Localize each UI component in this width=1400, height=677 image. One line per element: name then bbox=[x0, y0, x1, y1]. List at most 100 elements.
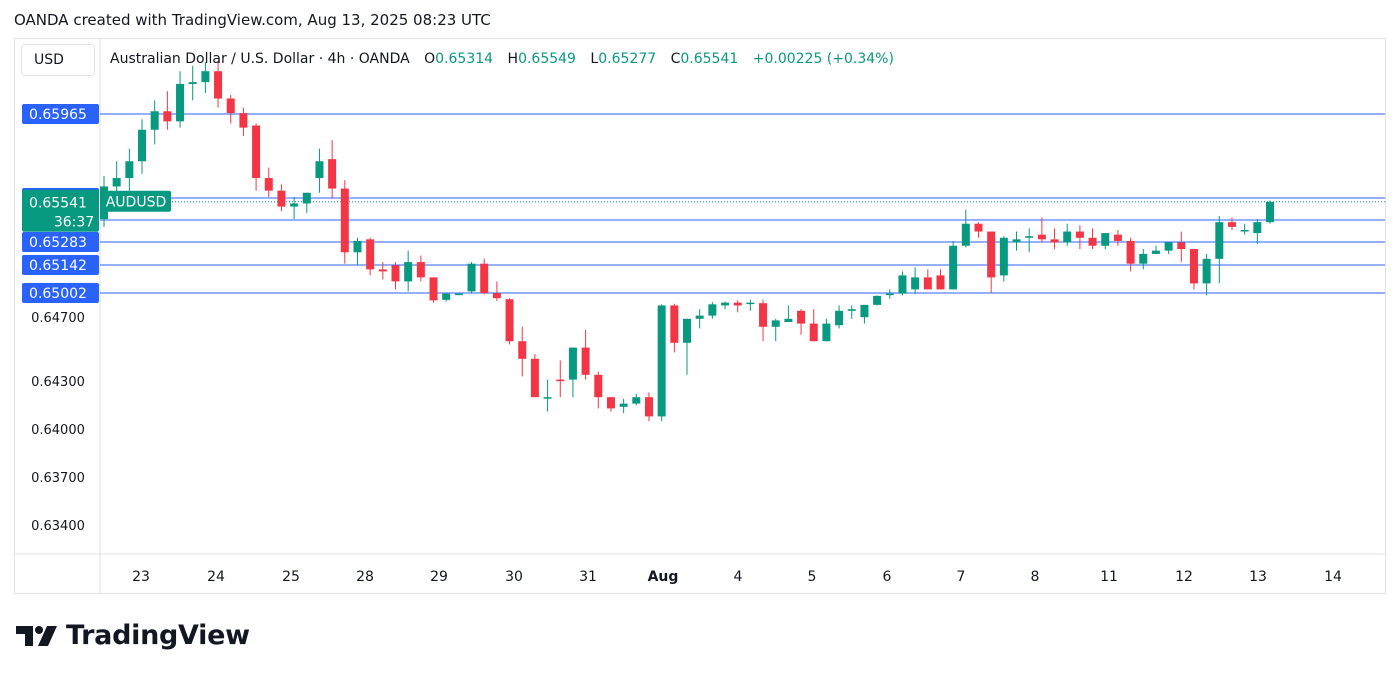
candle-body bbox=[1075, 231, 1084, 238]
candle-body bbox=[974, 223, 983, 232]
candle bbox=[809, 309, 818, 342]
level-badge bbox=[22, 104, 99, 124]
candle-body bbox=[315, 161, 324, 179]
candle bbox=[746, 299, 755, 311]
candle-body bbox=[885, 293, 894, 296]
level-badge-label: 0.65142 bbox=[29, 258, 87, 274]
candle bbox=[404, 250, 413, 292]
candle-body bbox=[784, 318, 793, 322]
price-tag-box bbox=[22, 189, 99, 232]
candle bbox=[695, 309, 704, 329]
candle bbox=[733, 300, 742, 313]
candle bbox=[657, 304, 666, 422]
candle-body bbox=[328, 159, 337, 189]
candle bbox=[961, 209, 970, 248]
legend-close-value: 0.65541 bbox=[680, 51, 739, 67]
candle-body bbox=[632, 397, 641, 404]
legend-high-label: H bbox=[507, 51, 519, 67]
candle-body bbox=[987, 231, 996, 278]
tradingview-logo[interactable]: TradingView bbox=[16, 620, 250, 651]
candle bbox=[290, 196, 299, 220]
candle bbox=[999, 236, 1008, 282]
candle-body bbox=[150, 111, 159, 130]
candle-body bbox=[163, 111, 172, 122]
candle-body bbox=[1177, 242, 1186, 250]
candle-body bbox=[429, 277, 438, 301]
candle bbox=[125, 148, 134, 191]
y-tick-label: 0.63700 bbox=[31, 471, 85, 486]
candle bbox=[530, 354, 539, 398]
candle bbox=[822, 318, 831, 342]
candle bbox=[340, 180, 349, 264]
currency-button[interactable]: USD bbox=[21, 44, 95, 76]
candle-body bbox=[404, 262, 413, 282]
candle-body bbox=[809, 323, 818, 342]
candle bbox=[1063, 223, 1072, 246]
level-badge bbox=[22, 283, 99, 303]
candle-body bbox=[277, 190, 286, 207]
candle-body bbox=[1063, 231, 1072, 243]
candle bbox=[239, 107, 248, 137]
candle bbox=[492, 281, 501, 301]
level-badge bbox=[22, 255, 99, 275]
candle-body bbox=[923, 277, 932, 290]
candle-body bbox=[733, 302, 742, 306]
x-tick-label: 23 bbox=[132, 569, 150, 585]
candle-body bbox=[454, 293, 463, 296]
candle bbox=[1101, 233, 1110, 250]
candle-body bbox=[1215, 222, 1224, 259]
candle bbox=[1151, 245, 1160, 254]
candle bbox=[138, 119, 147, 174]
candle-body bbox=[1266, 201, 1274, 223]
candle bbox=[1037, 217, 1046, 243]
x-tick-label: Aug bbox=[648, 569, 679, 585]
candle bbox=[911, 267, 920, 295]
x-tick-label: 12 bbox=[1175, 569, 1193, 585]
candle-body bbox=[1037, 234, 1046, 240]
candle-body bbox=[378, 269, 387, 272]
candle bbox=[1253, 219, 1262, 245]
candle bbox=[518, 326, 527, 377]
candle bbox=[366, 237, 375, 276]
price-tag-countdown: 36:37 bbox=[54, 215, 94, 231]
candle bbox=[1126, 237, 1135, 272]
candle-body bbox=[860, 304, 869, 318]
candle-body bbox=[188, 82, 197, 84]
candle bbox=[759, 299, 768, 342]
candle bbox=[416, 255, 425, 282]
chart-frame bbox=[14, 38, 1386, 594]
candle bbox=[252, 123, 261, 191]
candle bbox=[226, 94, 235, 124]
candle-body bbox=[302, 192, 311, 204]
candle bbox=[936, 269, 945, 290]
x-tick-label: 31 bbox=[579, 569, 597, 585]
legend-change: +0.00225 (+0.34%) bbox=[752, 51, 894, 67]
candle bbox=[480, 258, 489, 295]
candle-body bbox=[1012, 239, 1021, 243]
candle-body bbox=[568, 347, 577, 380]
candle-body bbox=[290, 203, 299, 207]
candle bbox=[581, 330, 590, 380]
candle bbox=[163, 91, 172, 130]
horizontal-levels bbox=[100, 113, 1385, 294]
x-tick-label: 4 bbox=[734, 569, 743, 585]
tradingview-logo-icon bbox=[16, 625, 57, 646]
x-tick-label: 11 bbox=[1100, 569, 1118, 585]
candle-body bbox=[822, 323, 831, 342]
candle bbox=[454, 293, 463, 296]
candle-body bbox=[644, 397, 653, 417]
candle bbox=[797, 309, 806, 335]
candle bbox=[1266, 200, 1274, 224]
candle-body bbox=[1151, 250, 1160, 254]
price-tag-value: 0.65541 bbox=[29, 196, 87, 212]
candle-body bbox=[518, 341, 527, 359]
candle bbox=[214, 62, 223, 108]
x-tick-label: 14 bbox=[1324, 569, 1342, 585]
x-tick-label: 7 bbox=[957, 569, 966, 585]
candle bbox=[1240, 223, 1249, 235]
candle bbox=[1088, 228, 1097, 250]
candle bbox=[619, 398, 628, 414]
candle-body bbox=[1088, 237, 1097, 246]
candle bbox=[1202, 253, 1211, 296]
